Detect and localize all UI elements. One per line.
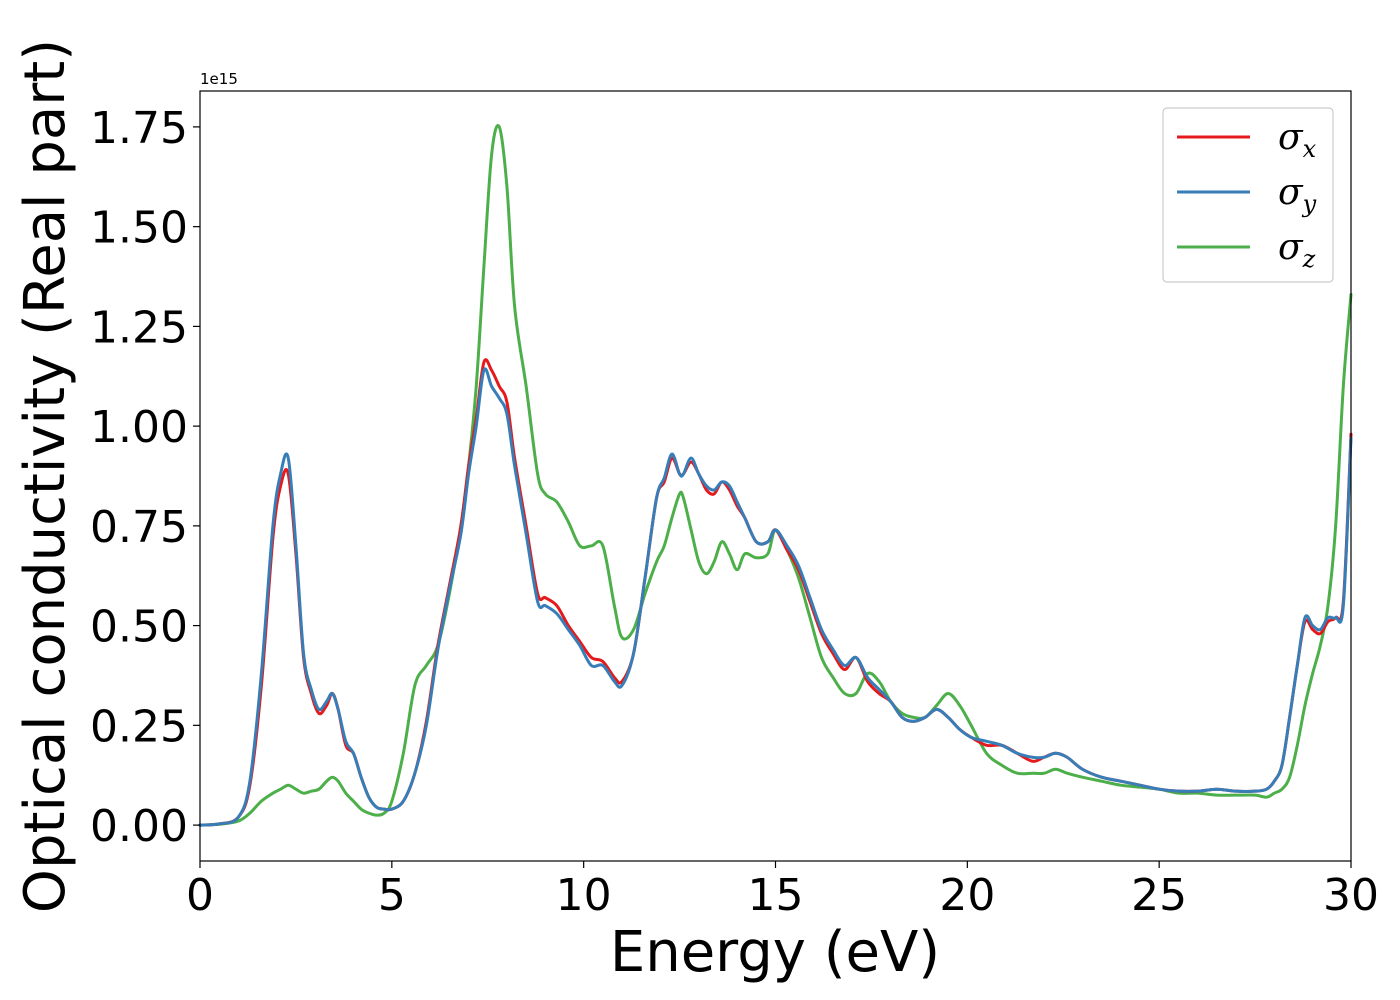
y-tick-label: 1.25: [90, 302, 188, 353]
y-tick-label: 1.75: [90, 103, 188, 154]
x-tick-label: 5: [378, 870, 406, 921]
y-tick-label: 0.25: [90, 701, 188, 752]
x-axis: 0 5 10 15 20 25 30: [186, 861, 1379, 921]
legend-symbol: σ: [1278, 117, 1304, 158]
legend-label-x: σx: [1278, 117, 1317, 163]
y-offset-label: 1e15: [200, 70, 238, 88]
legend-subscript: x: [1303, 135, 1317, 163]
y-tick-label: 0.00: [90, 801, 188, 852]
x-tick-label: 10: [556, 870, 612, 921]
legend-symbol: σ: [1278, 172, 1304, 213]
x-tick-label: 0: [186, 870, 214, 921]
legend-symbol: σ: [1278, 227, 1304, 268]
legend-label-y: σy: [1278, 172, 1317, 218]
legend-subscript: y: [1302, 190, 1317, 218]
x-axis-title: Energy (eV): [610, 920, 940, 985]
series-layer: [198, 124, 1353, 827]
series-line-y: [198, 367, 1353, 827]
y-tick-label: 0.50: [90, 602, 188, 653]
y-axis-title: Optical conductivity (Real part): [13, 39, 78, 913]
x-tick-label: 15: [748, 870, 804, 921]
y-tick-label: 1.50: [90, 203, 188, 254]
x-tick-label: 20: [939, 870, 995, 921]
legend-label-z: σz: [1278, 227, 1316, 273]
x-tick-label: 25: [1131, 870, 1187, 921]
x-tick-label: 30: [1323, 870, 1379, 921]
plot-area: [200, 91, 1351, 861]
y-axis: 0.00 0.25 0.50 0.75 1.00 1.25 1.50 1.75: [90, 103, 200, 852]
y-tick-label: 1.00: [90, 402, 188, 453]
legend-box: [1162, 107, 1334, 283]
y-tick-label: 0.75: [90, 502, 188, 553]
legend-subscript: z: [1302, 245, 1316, 273]
